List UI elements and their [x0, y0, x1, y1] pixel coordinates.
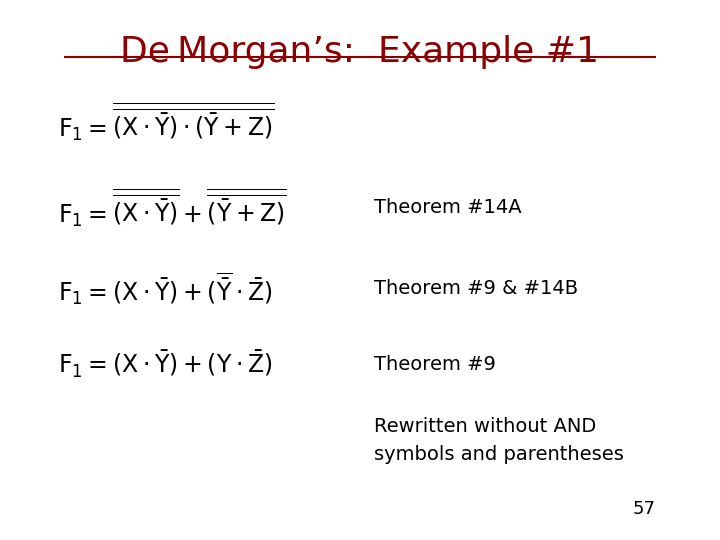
- Text: De Morgan’s:  Example #1: De Morgan’s: Example #1: [120, 35, 600, 69]
- Text: Theorem #14A: Theorem #14A: [374, 198, 522, 218]
- Text: 57: 57: [632, 501, 655, 518]
- Text: Rewritten without AND
symbols and parentheses: Rewritten without AND symbols and parent…: [374, 416, 624, 464]
- Text: $\mathsf{F_1 = \overline{\overline{(X\cdot\bar{Y})\cdot(\bar{Y}+Z)}}}$: $\mathsf{F_1 = \overline{\overline{(X\cd…: [58, 100, 274, 143]
- Text: $\mathsf{F_1 = (X\cdot\bar{Y})+(\overline{\bar{Y}}\cdot\bar{Z})}$: $\mathsf{F_1 = (X\cdot\bar{Y})+(\overlin…: [58, 271, 272, 307]
- Text: $\mathsf{F_1 = (X\cdot\bar{Y})+(Y\cdot\bar{Z})}$: $\mathsf{F_1 = (X\cdot\bar{Y})+(Y\cdot\b…: [58, 349, 272, 380]
- Text: $\mathsf{F_1 = \overline{\overline{(X\cdot\bar{Y})}}+\overline{\overline{(\bar{Y: $\mathsf{F_1 = \overline{\overline{(X\cd…: [58, 186, 287, 230]
- Text: Theorem #9: Theorem #9: [374, 355, 496, 374]
- Text: Theorem #9 & #14B: Theorem #9 & #14B: [374, 279, 579, 299]
